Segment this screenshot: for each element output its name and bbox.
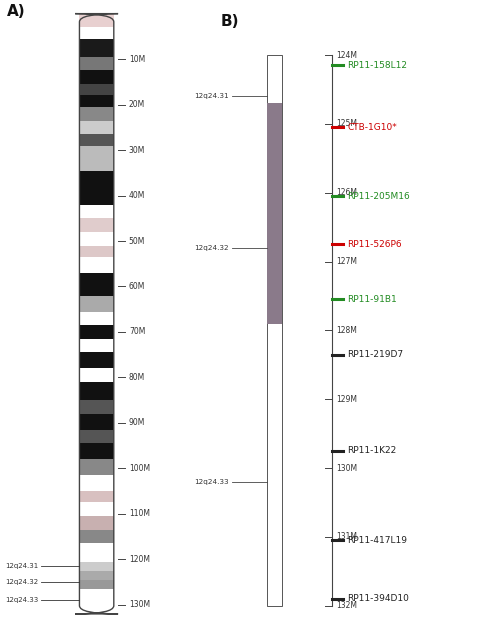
Bar (80, 530, 114, 543)
Bar (80, 70, 114, 84)
Bar (267, 55, 283, 606)
Bar (80, 84, 114, 95)
Text: RP11-219D7: RP11-219D7 (347, 350, 404, 359)
Bar (80, 382, 114, 400)
Text: 100M: 100M (129, 464, 150, 473)
Bar (80, 414, 114, 430)
Text: RP11-1K22: RP11-1K22 (347, 447, 397, 455)
Text: 132M: 132M (336, 601, 357, 611)
Bar (80, 400, 114, 414)
Bar (267, 103, 283, 323)
Bar (80, 368, 114, 382)
Bar (80, 14, 114, 27)
Bar (80, 39, 114, 57)
Text: RP11-158L12: RP11-158L12 (347, 61, 407, 70)
Text: 70M: 70M (129, 328, 145, 336)
Text: 20M: 20M (129, 100, 145, 109)
Text: 124M: 124M (336, 50, 357, 60)
Text: A): A) (6, 4, 25, 19)
Text: 12q24.33: 12q24.33 (5, 597, 39, 603)
Text: 127M: 127M (336, 257, 357, 266)
Bar (80, 475, 114, 491)
Bar (80, 325, 114, 339)
Text: RP11-205M16: RP11-205M16 (347, 192, 410, 201)
Text: B): B) (220, 14, 239, 29)
Bar (80, 561, 114, 571)
Bar (80, 204, 114, 218)
Bar (80, 543, 114, 561)
Bar (80, 503, 114, 516)
Bar (80, 491, 114, 503)
Bar (80, 120, 114, 134)
Text: 80M: 80M (129, 373, 145, 382)
Text: RP11-417L19: RP11-417L19 (347, 536, 407, 545)
Bar (80, 171, 114, 204)
Text: 12q24.32: 12q24.32 (194, 245, 229, 251)
Text: 30M: 30M (129, 146, 145, 155)
Bar (80, 295, 114, 312)
Bar (80, 444, 114, 459)
Text: 90M: 90M (129, 419, 145, 427)
Bar (80, 146, 114, 157)
Bar (80, 353, 114, 368)
Bar (80, 430, 114, 444)
Bar (80, 516, 114, 530)
Text: 60M: 60M (129, 282, 145, 291)
Text: 125M: 125M (336, 120, 357, 128)
Bar (80, 312, 114, 325)
Bar (80, 232, 114, 245)
Bar (80, 245, 114, 257)
Bar (80, 589, 114, 614)
Bar (80, 57, 114, 70)
Bar (80, 107, 114, 120)
Bar (80, 218, 114, 232)
Text: 128M: 128M (336, 326, 357, 335)
Bar (80, 571, 114, 580)
Text: RP11-394D10: RP11-394D10 (347, 594, 409, 604)
Text: CTB-1G10*: CTB-1G10* (347, 123, 397, 132)
Text: 12q24.31: 12q24.31 (5, 563, 39, 569)
Text: 130M: 130M (129, 601, 150, 609)
Text: 130M: 130M (336, 464, 357, 473)
Text: 129M: 129M (336, 395, 357, 404)
Bar (80, 339, 114, 353)
Bar (80, 257, 114, 273)
Text: RP11-91B1: RP11-91B1 (347, 295, 397, 304)
Text: 120M: 120M (129, 555, 150, 564)
Bar (80, 273, 114, 295)
Text: 131M: 131M (336, 533, 357, 541)
Bar (80, 459, 114, 475)
Text: RP11-526P6: RP11-526P6 (347, 240, 402, 249)
Text: 126M: 126M (336, 188, 357, 197)
Text: 50M: 50M (129, 237, 145, 245)
Bar (80, 27, 114, 39)
Bar (80, 580, 114, 589)
Text: 10M: 10M (129, 55, 145, 64)
Bar (80, 157, 114, 171)
Text: 12q24.31: 12q24.31 (194, 93, 229, 100)
Bar (80, 134, 114, 146)
Text: 12q24.32: 12q24.32 (5, 579, 39, 585)
Text: 12q24.33: 12q24.33 (194, 479, 229, 485)
Bar (80, 95, 114, 107)
Text: 110M: 110M (129, 510, 150, 518)
Text: 40M: 40M (129, 191, 145, 200)
